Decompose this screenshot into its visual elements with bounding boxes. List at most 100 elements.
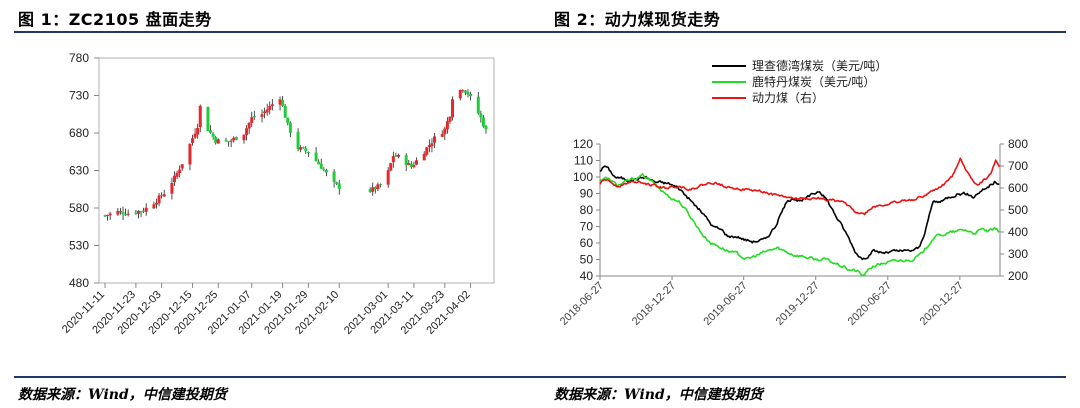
candle-body [389, 163, 393, 171]
candle-body [396, 154, 400, 157]
candle-body [144, 207, 148, 212]
y-tick-label: 530 [69, 239, 89, 253]
y-right-tick-label: 700 [1008, 159, 1028, 173]
candle-body [414, 160, 418, 165]
left-chart-title: 图 1：ZC2105 盘面走势 [18, 10, 212, 29]
candle-body [116, 210, 120, 215]
candle-body [371, 187, 375, 192]
candle-body [281, 100, 285, 106]
candle-body [260, 114, 264, 117]
legend-label: 动力煤（右） [752, 90, 824, 105]
candle-body [106, 215, 110, 217]
candle-body [152, 204, 156, 209]
candle-body [324, 170, 328, 173]
candle-body [430, 143, 434, 147]
candle-body [433, 136, 437, 143]
candle-body [252, 116, 256, 118]
candle-body [136, 211, 140, 214]
candle-body [173, 175, 177, 183]
candle-body [378, 184, 382, 186]
candle-body [170, 182, 174, 194]
candle-body [337, 183, 341, 189]
y-left-tick-label: 100 [573, 170, 593, 184]
y-left-tick-label: 90 [580, 187, 594, 201]
candle-body [479, 113, 483, 118]
candle-body [175, 172, 179, 177]
candle-body [469, 93, 473, 97]
candle-body [234, 137, 238, 140]
candle-body [268, 105, 272, 110]
candle-body [391, 156, 395, 163]
candle-body [407, 163, 411, 165]
y-left-tick-label: 110 [574, 154, 593, 168]
candle-body [188, 143, 192, 165]
candle-body [162, 194, 166, 197]
candle-body [247, 122, 251, 129]
candle-body [440, 134, 444, 137]
candle-body [335, 182, 339, 184]
candle-body [376, 184, 380, 190]
candle-body [142, 210, 146, 212]
footer-rule [14, 376, 1066, 378]
candle-body [209, 130, 213, 133]
candle-body [422, 153, 426, 161]
candle-body [427, 145, 431, 147]
y-left-tick-label: 80 [580, 203, 594, 217]
x-tick-label: 2019-06-27 [702, 280, 750, 328]
candle-body [227, 141, 231, 143]
candle-body [180, 164, 184, 169]
candle-body [160, 194, 164, 196]
candle-body [250, 117, 254, 123]
plot-frame [98, 57, 495, 284]
y-left-tick-label: 70 [580, 220, 594, 234]
x-tick-label: 2019-12-27 [774, 280, 822, 328]
line-chart: 理查德湾煤炭（美元/吨）鹿特丹煤炭（美元/吨）动力煤（右） 40 50 60 70 80 9… [560, 58, 1028, 328]
candle-body [451, 99, 455, 118]
candle-body [216, 139, 220, 144]
legend-label: 理查德湾煤炭（美元/吨） [752, 58, 887, 73]
x-tick-label: 2020-12-27 [918, 280, 966, 328]
candle-body [304, 148, 308, 151]
header-rule [14, 31, 1066, 33]
candle-body [263, 111, 267, 114]
candle-body [265, 109, 269, 113]
candle-body [178, 169, 182, 173]
candle-body [484, 126, 488, 130]
candle-body [409, 163, 413, 167]
candle-body [299, 147, 303, 150]
candle-body [301, 147, 305, 149]
candle-body [296, 131, 300, 150]
y-tick-label: 630 [69, 164, 89, 178]
y-tick-label: 730 [69, 89, 89, 103]
candle-body [108, 213, 112, 216]
candle-body [481, 117, 485, 127]
x-tick-label: 2020-06-27 [846, 280, 894, 328]
y-tick-label: 580 [69, 201, 89, 215]
legend-label: 鹿特丹煤炭（美元/吨） [752, 74, 875, 89]
y-left-tick-label: 40 [580, 269, 594, 283]
candle-body [206, 106, 210, 131]
candle-body [134, 212, 138, 214]
candle-body [232, 137, 236, 141]
y-left-tick-label: 50 [580, 253, 594, 267]
candle-body [425, 147, 429, 155]
y-right-tick-label: 200 [1008, 269, 1028, 283]
candle-body [373, 187, 377, 190]
y-tick-label: 480 [69, 276, 89, 290]
candle-body [448, 116, 452, 122]
candle-body [368, 189, 372, 192]
candle-body [466, 91, 470, 95]
candle-body [463, 90, 467, 93]
series-line [599, 165, 1000, 261]
candle-body [198, 105, 202, 128]
candle-body [394, 155, 398, 157]
y-right-tick-label: 800 [1008, 137, 1028, 151]
candle-body [461, 90, 465, 92]
right-source: 数据来源：Wind，中信建投期货 [554, 387, 763, 403]
candle-body [139, 211, 143, 213]
candle-body [191, 138, 195, 143]
candle-body [283, 105, 287, 118]
candle-body [229, 140, 233, 142]
candle-body [118, 211, 122, 213]
candle-body [322, 169, 326, 171]
